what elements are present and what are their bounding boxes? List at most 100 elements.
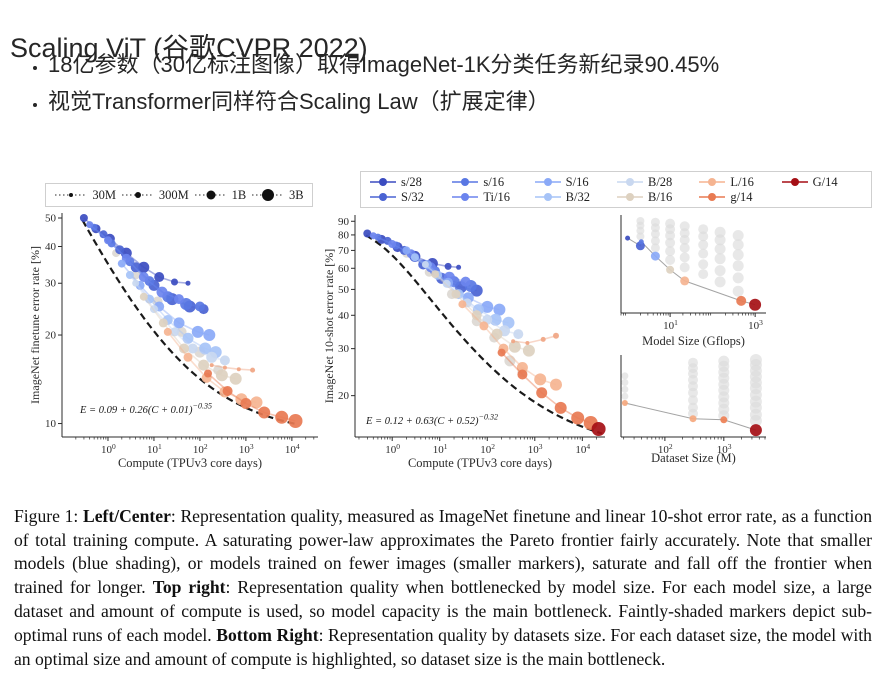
svg-text:40: 40 — [338, 310, 350, 322]
model-legend-label: S/16 — [565, 174, 589, 189]
model-legend: s/28 s/16 S/16 B/28 L/16 G/14 S/32 Ti/16 B/32 B/1… — [360, 171, 872, 208]
svg-text:Compute (TPUv3 core days): Compute (TPUv3 core days) — [408, 456, 552, 470]
model-legend-marker-icon — [452, 178, 479, 186]
svg-text:103: 103 — [239, 442, 254, 456]
svg-text:70: 70 — [338, 245, 350, 257]
svg-text:100: 100 — [385, 442, 400, 456]
model-legend-label: B/32 — [565, 189, 590, 204]
svg-text:Dataset Size (M): Dataset Size (M) — [651, 451, 736, 465]
svg-text:101: 101 — [147, 442, 162, 456]
caption-segment: Left/Center — [82, 505, 171, 526]
figure-caption: Figure 1: Left/Center: Representation qu… — [14, 505, 872, 672]
svg-text:ImageNet finetune error rate [: ImageNet finetune error rate [%] — [28, 246, 42, 404]
figure-1: 30M 300M 1B 3B s/28 s/16 S/16 B/28 L/16 G/14 S/32… — [0, 160, 888, 485]
size-legend-marker-icon — [121, 192, 154, 198]
svg-text:Model Size (Gflops): Model Size (Gflops) — [642, 334, 745, 348]
svg-text:20: 20 — [338, 390, 350, 402]
model-legend-label: B/28 — [648, 174, 673, 189]
model-legend-marker-icon — [781, 178, 808, 186]
model-legend-marker-icon — [370, 193, 396, 201]
svg-text:102: 102 — [658, 442, 673, 456]
svg-text:103: 103 — [528, 442, 543, 456]
model-legend-item-G/14: G/14 — [781, 175, 863, 190]
model-legend-marker-icon — [534, 193, 561, 201]
model-legend-marker-icon — [370, 178, 396, 186]
caption-segment: : Representation quality, measured as Im… — [14, 505, 873, 598]
size-legend-label: 1B — [231, 187, 247, 202]
model-legend-marker-icon — [534, 178, 561, 186]
model-size-plot: 101 103 Model Size (Gflops) — [610, 208, 778, 348]
svg-text:50: 50 — [338, 284, 350, 296]
imagenet-finetune-plot-svg: 100 101 102 103 104 50 40 30 20 10 Compute (TPUv3 … — [28, 213, 318, 470]
svg-text:100: 100 — [101, 442, 116, 456]
svg-text:20: 20 — [45, 330, 57, 342]
size-legend-marker-icon — [194, 190, 227, 200]
model-legend-item-s/16: s/16 — [451, 175, 533, 190]
size-legend-label: 3B — [288, 187, 304, 202]
imagenet-finetune-plot: 100 101 102 103 104 50 40 30 20 10 Compute (TPUv3 … — [28, 205, 328, 470]
bullet-item-1: 18亿参数（30亿标注图像）取得ImageNet-1K分类任务新纪录90.45% — [48, 46, 719, 83]
svg-text:30: 30 — [45, 278, 57, 290]
caption-segment: Figure 1: — [14, 505, 83, 526]
svg-text:80: 80 — [338, 229, 350, 241]
svg-text:102: 102 — [480, 442, 495, 456]
caption-segment: Bottom Right — [216, 625, 319, 646]
model-legend-marker-icon — [617, 178, 643, 186]
svg-text:90: 90 — [338, 216, 350, 228]
model-legend-label: s/28 — [401, 174, 422, 189]
svg-text:30: 30 — [338, 343, 350, 355]
svg-text:Compute (TPUv3 core days): Compute (TPUv3 core days) — [118, 456, 262, 470]
model-legend-label: S/32 — [401, 189, 424, 204]
model-legend-item-s/28: s/28 — [369, 175, 451, 190]
model-legend-marker-icon — [617, 193, 643, 201]
size-legend-item-300M: 300M — [121, 188, 189, 203]
bullet-item-2: 视觉Transformer同样符合Scaling Law（扩展定律） — [48, 83, 719, 120]
size-legend-label: 300M — [158, 187, 189, 202]
svg-text:103: 103 — [748, 318, 763, 332]
model-legend-label: B/16 — [648, 189, 673, 204]
svg-text:101: 101 — [663, 318, 678, 332]
model-legend-marker-icon — [452, 193, 479, 201]
model-legend-item-B/32: B/32 — [534, 190, 616, 205]
svg-text:E = 0.09 + 0.26(C + 0.01)−0.35: E = 0.09 + 0.26(C + 0.01)−0.35 — [79, 402, 212, 417]
model-legend-item-B/16: B/16 — [616, 190, 698, 205]
svg-text:104: 104 — [285, 442, 300, 456]
caption-segment: : Representation quality when bottleneck… — [14, 577, 872, 646]
model-legend-item-B/28: B/28 — [616, 175, 698, 190]
model-legend-label: s/16 — [483, 174, 505, 189]
size-legend-item-30M: 30M — [54, 188, 116, 203]
svg-text:101: 101 — [433, 442, 448, 456]
svg-text:E = 0.12 + 0.63(C + 0.52)−0.32: E = 0.12 + 0.63(C + 0.52)−0.32 — [365, 413, 498, 428]
svg-text:ImageNet 10-shot error rate [%: ImageNet 10-shot error rate [%] — [322, 249, 336, 404]
page-title: Scaling ViT (谷歌CVPR 2022) — [10, 33, 368, 64]
svg-text:104: 104 — [575, 442, 590, 456]
svg-text:40: 40 — [45, 241, 57, 253]
svg-text:103: 103 — [717, 442, 732, 456]
model-legend-item-g/14: g/14 — [698, 190, 780, 205]
model-legend-label: G/14 — [812, 174, 838, 189]
model-legend-item-S/32: S/32 — [369, 190, 451, 205]
bullet-list: 18亿参数（30亿标注图像）取得ImageNet-1K分类任务新纪录90.45%… — [20, 46, 719, 120]
caption-segment: : Representation quality by datasets siz… — [14, 625, 872, 670]
imagenet-10shot-plot: 100 101 102 103 104 90 80 70 60 50 40 30 20 Compute (… — [322, 205, 612, 470]
model-legend-item-S/16: S/16 — [534, 175, 616, 190]
size-legend-item-3B: 3B — [251, 188, 304, 203]
size-legend-marker-icon — [55, 193, 88, 197]
model-legend-label: L/16 — [730, 174, 754, 189]
model-legend-marker-icon — [699, 178, 726, 186]
size-legend-label: 30M — [92, 187, 117, 202]
model-legend-label: g/14 — [730, 189, 753, 204]
model-legend-item-Ti/16: Ti/16 — [451, 190, 533, 205]
dataset-size-legend: 30M 300M 1B 3B — [45, 183, 313, 207]
svg-text:102: 102 — [193, 442, 208, 456]
model-legend-item-L/16: L/16 — [698, 175, 780, 190]
caption-segment: Top right — [152, 577, 226, 598]
size-legend-item-1B: 1B — [194, 187, 247, 203]
model-legend-marker-icon — [699, 193, 726, 201]
size-legend-marker-icon — [251, 189, 284, 201]
svg-text:60: 60 — [338, 263, 350, 275]
dataset-size-plot: 102 103 Dataset Size (M) — [610, 350, 778, 465]
